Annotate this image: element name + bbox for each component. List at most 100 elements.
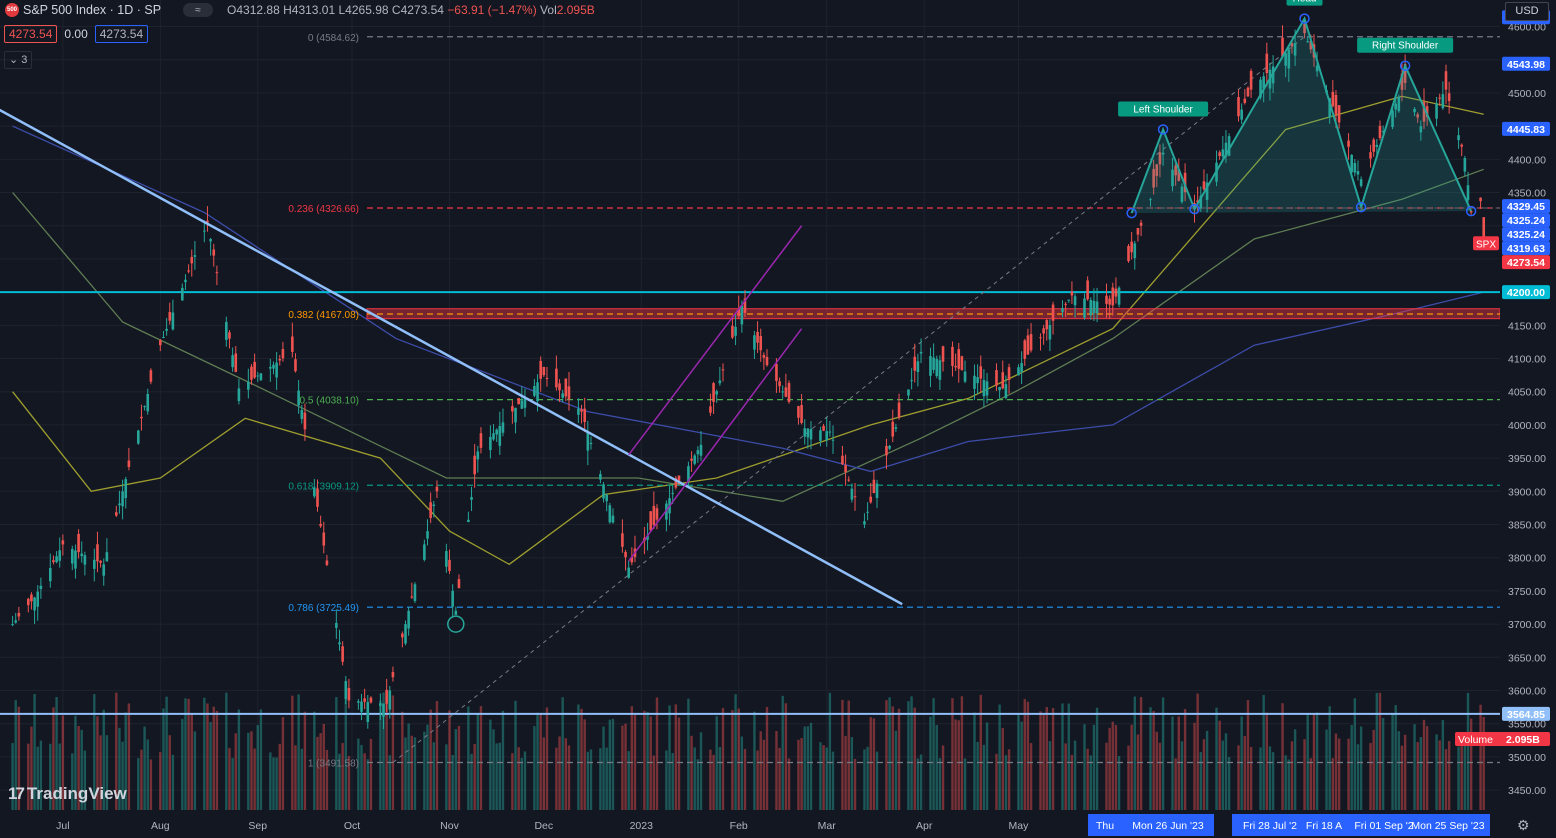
price-axis-label: 4325.24 [1507, 229, 1545, 241]
candle-body [1287, 49, 1291, 69]
fib-level-label: 0.382 (4167.08) [288, 310, 359, 321]
fib-level-label: 0 (4584.62) [308, 33, 359, 44]
volume-bar [1042, 714, 1045, 812]
candle-body [803, 428, 807, 437]
candle-body [787, 383, 791, 402]
volume-bar [366, 759, 369, 812]
candle-body [1083, 298, 1086, 318]
settings-gear-icon[interactable]: ⚙ [1517, 817, 1530, 833]
volume-bar [605, 747, 608, 812]
candle-body [797, 406, 800, 418]
volume-bar [407, 723, 410, 812]
volume-bar [467, 706, 470, 812]
volume-bar [520, 757, 524, 812]
watermark-text: TradingView [26, 784, 127, 803]
pattern-outline [1130, 16, 1473, 214]
candle-body [831, 439, 835, 441]
candle-body [536, 382, 539, 402]
indicators-toggle[interactable]: ⌄ 3 [4, 51, 33, 69]
candles [11, 19, 1486, 730]
candle-body [1202, 181, 1206, 190]
volume-bar [335, 697, 338, 812]
candle-body [30, 594, 33, 602]
volume-bar [734, 694, 737, 812]
date-highlight-box [1232, 814, 1490, 836]
date-highlight-label: Fri 28 Jul '2 [1243, 820, 1297, 832]
volume-bar [954, 719, 957, 812]
volume-bar [693, 747, 696, 812]
candle-body [1356, 171, 1360, 175]
trade-price-boxes: 4273.54 0.00 4273.54 [4, 25, 149, 43]
volume-bar [998, 704, 1001, 812]
volume-bar [1086, 748, 1089, 812]
volume-bar [404, 737, 407, 812]
candle-body [825, 431, 829, 441]
candle-body [828, 431, 832, 433]
compare-toggle[interactable]: ≈ [183, 3, 214, 17]
candle-body [1130, 241, 1133, 253]
candle-body [347, 687, 351, 701]
candle-body [382, 703, 385, 717]
volume-bar [187, 698, 190, 812]
candle-body [1023, 340, 1027, 359]
volume-bar [800, 738, 803, 812]
volume-bar [1218, 720, 1221, 812]
volume-bar [33, 694, 36, 812]
candle-body [291, 336, 294, 352]
candle-body [1045, 320, 1049, 330]
candle-body [907, 389, 910, 396]
parallel-channel-line [628, 225, 803, 456]
candle-body [1444, 71, 1448, 90]
candle-body [853, 496, 857, 498]
symbol-title[interactable]: S&P 500 Index · 1D · SP [23, 3, 162, 17]
candle-body [941, 346, 945, 362]
volume-tag-box [1455, 732, 1550, 746]
candle-body [960, 356, 964, 371]
volume-bar [250, 731, 253, 812]
candle-body [1004, 384, 1008, 398]
volume-bar [473, 744, 476, 812]
volume-bar [819, 742, 822, 812]
candle-body [1262, 76, 1265, 89]
volume-bar [127, 703, 131, 812]
sell-price-button[interactable]: 4273.54 [4, 25, 58, 43]
fib-level-label: 0.236 (4326.66) [288, 204, 359, 215]
volume-bar [599, 748, 602, 812]
candle-body [1422, 101, 1426, 122]
candle-body [48, 568, 52, 582]
volume-bar [1422, 719, 1426, 812]
volume-bar [1391, 714, 1394, 812]
price-axis-label: 4445.83 [1507, 124, 1545, 136]
buy-price-button[interactable]: 4273.54 [94, 25, 149, 43]
volume-bar [1249, 746, 1253, 812]
candle-body [611, 515, 615, 523]
volume-bar [300, 748, 303, 812]
volume-bar [1177, 716, 1180, 812]
volume-bar [206, 703, 209, 812]
currency-selector[interactable]: USD [1505, 2, 1549, 21]
volume-bar [253, 748, 256, 812]
volume-bar [1193, 722, 1196, 812]
candle-body [1092, 300, 1096, 314]
candle-body [1315, 65, 1319, 72]
candle-body [140, 416, 143, 419]
volume-bar [259, 709, 263, 812]
volume-bar [275, 757, 278, 812]
volume-bar [391, 695, 395, 812]
volume-bar [655, 697, 659, 812]
price-axis-label: 4273.54 [1507, 257, 1545, 269]
volume-bar [822, 745, 825, 812]
candle-body [1051, 304, 1055, 321]
volume-bar [762, 739, 766, 812]
candle-body [743, 298, 747, 313]
volume-bar [237, 709, 241, 812]
volume-bar [1108, 727, 1111, 812]
volume-bar [759, 731, 762, 812]
volume-bar [36, 746, 39, 812]
volume-bar [379, 700, 382, 812]
candle-body [1073, 296, 1077, 306]
volume-bar [1202, 739, 1206, 812]
candle-body [127, 460, 131, 467]
volume-bar [215, 710, 219, 812]
